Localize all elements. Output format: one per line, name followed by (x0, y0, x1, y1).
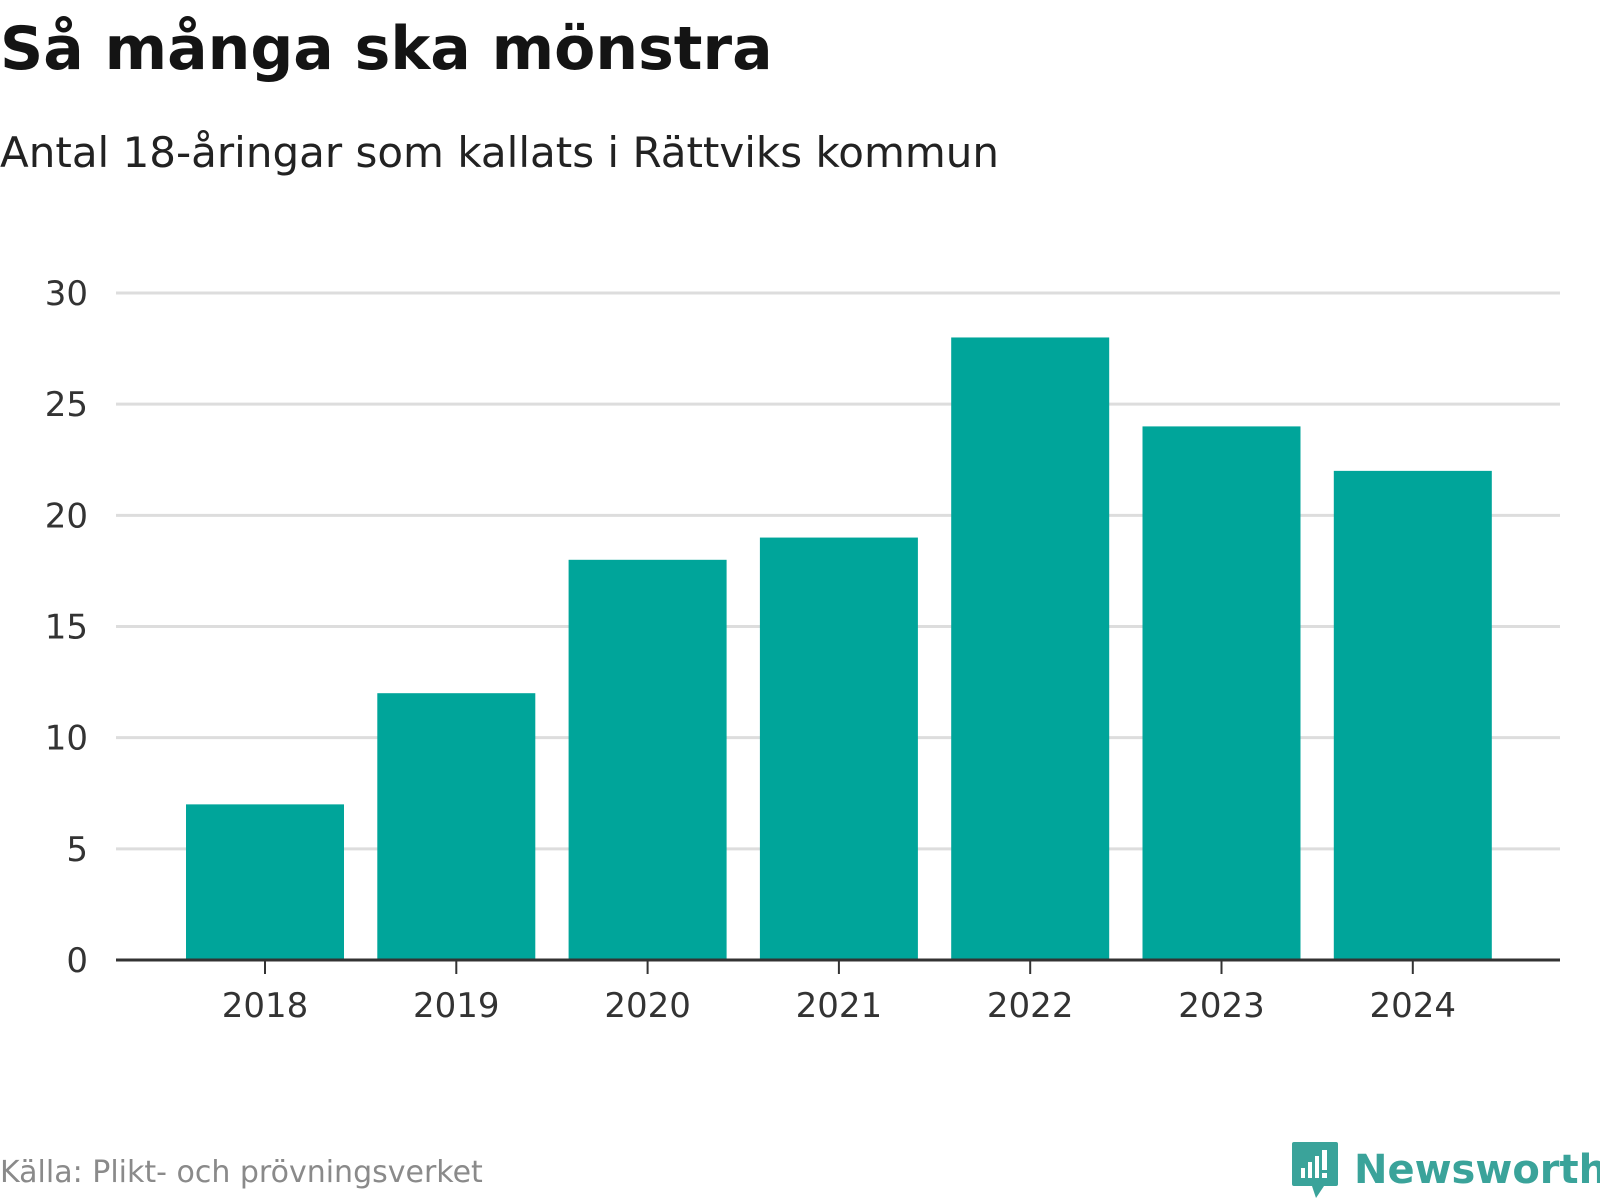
x-tick-label: 2021 (796, 986, 883, 1026)
axes: 0 5 10 15 20 25 30 2018 2019 2020 2021 2022 2023 2024 (45, 274, 1560, 1026)
bar (1333, 470, 1492, 960)
bar (377, 693, 536, 960)
y-tick-label: 0 (66, 941, 88, 981)
x-tick-label: 2024 (1370, 986, 1457, 1026)
x-tick-label: 2018 (222, 986, 309, 1026)
bar (759, 537, 918, 960)
y-tick-label: 5 (66, 830, 88, 870)
x-tick-label: 2023 (1178, 986, 1265, 1026)
chart-subtitle: Antal 18-åringar som kallats i Rättviks … (0, 128, 1000, 177)
bar (186, 804, 344, 960)
bar (568, 559, 727, 960)
y-tick-label: 20 (45, 496, 88, 536)
brand-name: Newsworthy (1354, 1147, 1600, 1193)
newsworthy-logo-icon (1292, 1142, 1338, 1198)
y-tick-label: 10 (45, 719, 88, 759)
bar (1142, 426, 1301, 960)
y-tick-label: 25 (45, 385, 88, 425)
bar (951, 337, 1110, 960)
x-tick-label: 2022 (987, 986, 1074, 1026)
brand: Newsworthy (1290, 1140, 1600, 1200)
x-tick-label: 2019 (413, 986, 500, 1026)
bars (186, 337, 1492, 960)
y-tick-label: 15 (45, 608, 88, 648)
y-tick-label: 30 (45, 274, 88, 314)
x-tick-label: 2020 (604, 986, 691, 1026)
source-note: Källa: Plikt- och prövningsverket (0, 1155, 483, 1190)
chart-title: Så många ska mönstra (0, 14, 773, 84)
